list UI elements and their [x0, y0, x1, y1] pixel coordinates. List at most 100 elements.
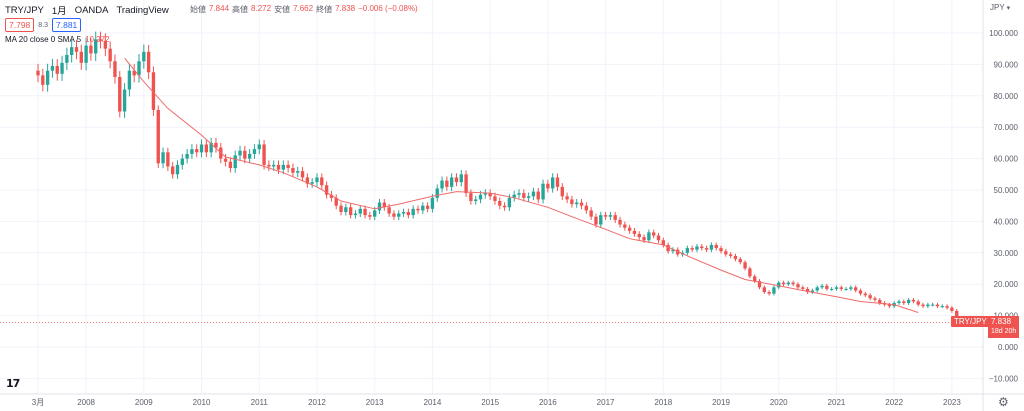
candle-body — [695, 246, 699, 250]
candle-body — [738, 259, 742, 263]
gear-icon[interactable]: ⚙ — [998, 395, 1009, 409]
candle-body — [507, 197, 512, 208]
candle-body — [772, 287, 776, 294]
candle-body — [397, 213, 401, 217]
candle-body — [762, 287, 766, 293]
candle-body — [849, 287, 853, 289]
candle-body — [358, 208, 362, 214]
candle-body — [45, 70, 50, 85]
candle-body — [41, 75, 45, 85]
candle-body — [449, 177, 454, 187]
open-label: 始値 — [190, 5, 206, 14]
candle-body — [488, 193, 492, 197]
time-tick-label: 2013 — [366, 398, 384, 407]
time-tick-label: 2015 — [481, 398, 499, 407]
symbol-name[interactable]: TRY/JPY — [5, 4, 44, 16]
candle-body — [392, 213, 396, 217]
candle-body — [406, 211, 411, 216]
candle-body — [435, 188, 439, 198]
time-tick-label: 2020 — [770, 398, 788, 407]
candle-body — [84, 45, 88, 63]
candle-body — [459, 174, 463, 183]
candle-body — [344, 207, 348, 212]
candle-body — [632, 230, 637, 234]
bar-countdown: 18d 20h — [991, 328, 1017, 335]
candle-body — [829, 288, 834, 290]
time-tick-label: 2023 — [943, 398, 961, 407]
candle-body — [541, 183, 545, 200]
moving-average-series — [124, 57, 919, 313]
tradingview-logo-icon[interactable]: 17 — [6, 377, 20, 390]
broker-name: OANDA — [74, 4, 109, 16]
high-label: 高値 — [232, 5, 249, 14]
time-tick-label: 2019 — [712, 398, 730, 407]
candle-body — [825, 285, 829, 289]
candle-body — [531, 191, 536, 197]
indicator-legend[interactable]: MA 20 close 0 SMA 5 10.272 — [5, 35, 110, 44]
candle-body — [801, 287, 805, 289]
candle-body — [272, 164, 276, 167]
candle-body — [820, 285, 824, 288]
time-axis[interactable]: 3月 2008 2009 2010 2011 2012 2013 2014 2015 2016 20… — [32, 398, 962, 407]
candle-body — [421, 205, 425, 211]
candle-body — [310, 182, 314, 184]
candle-body — [180, 158, 184, 165]
candle-body — [69, 47, 74, 55]
candle-body — [570, 199, 574, 205]
candle-body — [334, 197, 338, 206]
candle-body — [247, 153, 252, 159]
candle-body — [950, 307, 954, 311]
candle-body — [854, 287, 858, 291]
candle-body — [834, 287, 839, 289]
candle-body — [65, 54, 69, 63]
candle-body — [223, 158, 228, 162]
candle-body — [373, 210, 377, 217]
candle-body — [474, 199, 478, 201]
candle-body — [935, 304, 940, 307]
candle-body — [170, 166, 175, 175]
candle-body — [623, 224, 627, 228]
candle-body — [930, 304, 935, 306]
price-tick-label: 40.000 — [994, 217, 1019, 226]
candle-body — [286, 164, 290, 169]
candle-body — [613, 215, 617, 220]
price-tick-label: 30.000 — [994, 249, 1019, 258]
candle-body — [108, 48, 112, 62]
candle-body — [690, 248, 694, 250]
candle-body — [50, 65, 55, 71]
candle-body — [844, 288, 848, 290]
candle-body — [724, 251, 728, 255]
candle-body — [911, 299, 916, 302]
candle-body — [214, 142, 218, 148]
candle-body — [151, 72, 156, 110]
interval-label[interactable]: 1月 — [51, 6, 67, 17]
indicator-label[interactable]: MA 20 close 0 SMA 5 — [5, 35, 82, 44]
last-price-value: 7.838 — [991, 317, 1012, 326]
candle-body — [955, 310, 959, 321]
candle-body — [300, 171, 305, 178]
candle-body — [786, 282, 791, 285]
candle-body — [868, 295, 872, 299]
time-tick-label: 2018 — [654, 398, 672, 407]
quote-row: 7.798 8.3 7.881 — [5, 18, 82, 32]
candle-body — [926, 304, 930, 307]
moving-average-line — [124, 57, 919, 313]
price-tick-label: 80.000 — [994, 92, 1019, 101]
candle-body — [103, 40, 108, 49]
candle-body — [555, 177, 560, 187]
currency-selector[interactable]: JPY — [990, 3, 1010, 12]
sell-button[interactable]: 7.798 — [5, 18, 35, 32]
candle-body — [902, 301, 906, 304]
candle-body — [156, 109, 160, 164]
buy-button[interactable]: 7.881 — [52, 18, 82, 32]
candle-body — [945, 306, 949, 308]
candle-body — [627, 227, 632, 231]
candle-body — [79, 51, 83, 63]
candle-series — [36, 31, 988, 325]
candle-body — [339, 205, 343, 212]
candle-body — [291, 168, 295, 173]
chart-header: TRY/JPY 1月 OANDA TradingView — [5, 3, 169, 18]
candle-body — [401, 211, 406, 214]
candle-body — [858, 290, 863, 294]
